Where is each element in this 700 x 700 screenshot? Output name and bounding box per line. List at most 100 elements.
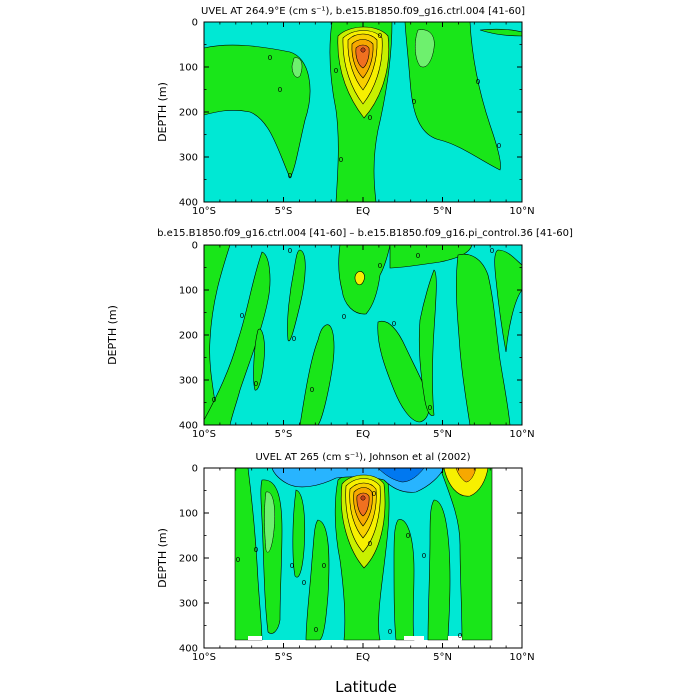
panel-3-green-ne: [427, 499, 451, 641]
figure-xlabel: Latitude: [335, 678, 397, 696]
x-tick-label: 10°S: [192, 652, 216, 663]
panel-2-green-ne: [418, 269, 437, 416]
y-tick-label: 0: [192, 241, 198, 252]
panel-2-ylabel: DEPTH (m): [106, 305, 119, 365]
panel-1: UVEL AT 264.9°E (cm s⁻¹), b.e15.B1850.f0…: [156, 6, 535, 217]
panel-2-contour-label: 0: [392, 320, 396, 328]
y-tick-label: 200: [179, 554, 198, 565]
panel-3-contour-label: 0: [236, 556, 240, 564]
panel-2-yellow-core: [354, 271, 365, 286]
panel-2-green-band-4: [287, 249, 306, 342]
x-tick-label: 10°N: [509, 652, 534, 663]
panel-2-green-band-2: [204, 251, 271, 425]
x-tick-label: 5°S: [275, 652, 293, 663]
panel-3-ylabel: DEPTH (m): [156, 528, 169, 588]
panel-3-contour-label: 0: [458, 632, 462, 640]
y-tick-label: 100: [179, 63, 198, 74]
panel-1-contour-label: 0: [334, 67, 338, 75]
panel-2-green-upper: [389, 245, 473, 269]
panel-2: b.e15.B1850.f09_g16.ctrl.004 [41-60] – b…: [106, 228, 573, 440]
x-tick-label: 5°N: [433, 429, 452, 440]
panel-2-green-east: [455, 254, 511, 425]
panel-2-green-mid-north: [377, 320, 430, 423]
panel-1-contour-label: 0: [339, 156, 343, 164]
panel-3-contour-label: 0: [254, 546, 258, 554]
x-tick-label: 5°N: [433, 652, 452, 663]
panel-2-axes: 10°S 5°S EQ 5°N 10°N 0 100 200 300 400: [179, 241, 535, 441]
panel-3-green-band-3: [292, 489, 306, 578]
x-tick-label: EQ: [356, 206, 370, 217]
panel-2-contour-label: 0: [288, 247, 292, 255]
panel-2-contour-labels: 0 0 0 0 0 0 0 0 0 0 0 0: [212, 247, 494, 412]
panel-3-contour-label: 0: [290, 562, 294, 570]
y-tick-label: 400: [179, 421, 198, 432]
panel-2-contour-label: 0: [292, 335, 296, 343]
y-tick-label: 200: [179, 108, 198, 119]
x-tick-label: EQ: [356, 429, 370, 440]
y-tick-label: 400: [179, 644, 198, 655]
panel-1-contour-label: 0: [497, 142, 501, 150]
panel-3-green-west: [234, 468, 263, 641]
y-tick-label: 0: [192, 18, 198, 29]
panel-3-contour-label: 0: [422, 552, 426, 560]
panel-3-euc-core: [360, 495, 366, 501]
y-tick-label: 200: [179, 331, 198, 342]
panel-3-green-north: [393, 519, 415, 641]
panel-1-light-green-patch-w: [291, 57, 303, 78]
panel-3-westward-surface-inner: [377, 468, 425, 483]
panel-1-contour-label: 0: [278, 86, 282, 94]
panel-1-light-green-patch: [415, 29, 435, 68]
y-tick-label: 300: [179, 153, 198, 164]
panel-2-contour-label: 0: [416, 252, 420, 260]
panel-2-contour-label: 0: [490, 247, 494, 255]
panel-3-bottom-gaps: [248, 636, 462, 640]
panel-2-contour-label: 0: [240, 312, 244, 320]
panel-1-contour-label: 0: [268, 54, 272, 62]
panel-3-field: [234, 468, 493, 641]
panel-2-contour-label: 0: [378, 262, 382, 270]
panel-1-axes: 10°S 5°S EQ 5°N 10°N 0 100 200 300 400: [179, 18, 535, 218]
panel-3-contour-label: 0: [406, 532, 410, 540]
panel-2-contour-label: 0: [342, 313, 346, 321]
panel-3-contour-label: 0: [302, 579, 306, 587]
panel-1-euc-core: [360, 47, 366, 53]
y-tick-label: 100: [179, 286, 198, 297]
panel-2-contour-label: 0: [428, 404, 432, 412]
panel-3-contour-label: 0: [388, 628, 392, 636]
panel-3: UVEL AT 265 (cm s⁻¹), Johnson et al (200…: [156, 452, 535, 663]
panel-3-green-band-4: [305, 519, 330, 641]
panel-3-light-green-band: [264, 491, 275, 553]
panel-1-contour-label: 0: [412, 98, 416, 106]
x-tick-label: 10°N: [509, 206, 534, 217]
x-tick-label: EQ: [356, 652, 370, 663]
panel-1-field: [204, 22, 522, 202]
x-tick-label: 5°S: [275, 429, 293, 440]
panel-3-east-surface-jet-inner: [455, 468, 477, 483]
x-tick-label: 5°N: [433, 206, 452, 217]
x-tick-label: 5°S: [275, 206, 293, 217]
panel-3-contour-label: 0: [314, 626, 318, 634]
panel-3-title: UVEL AT 265 (cm s⁻¹), Johnson et al (200…: [255, 452, 470, 463]
panel-1-euc-contour-5: [355, 44, 370, 69]
panel-1-contour-label: 0: [476, 78, 480, 86]
panel-1-green-region-west: [204, 44, 311, 179]
panel-3-contour-label: 0: [372, 490, 376, 498]
panel-2-green-east-2: [494, 249, 522, 353]
panel-3-axes: 10°S 5°S EQ 5°N 10°N 0 100 200 300 400: [179, 464, 535, 664]
panel-1-contour-label: 0: [378, 32, 382, 40]
panel-1-contour-labels: 0 0 0 0 0 0 0 0 0 0: [268, 32, 501, 180]
x-tick-label: 10°N: [509, 429, 534, 440]
panel-1-ylabel: DEPTH (m): [156, 82, 169, 142]
x-tick-label: 10°S: [192, 429, 216, 440]
panel-2-contour-label: 0: [310, 386, 314, 394]
y-tick-label: 0: [192, 464, 198, 475]
panel-2-contour-label: 0: [254, 380, 258, 388]
panel-2-green-band-3: [253, 328, 265, 391]
y-tick-label: 300: [179, 599, 198, 610]
panel-3-contour-labels: 0 0 0 0 0 0 0 0 0 0 0 0: [236, 490, 462, 640]
panel-1-green-region-ne: [479, 28, 522, 37]
panel-1-contour-label: 0: [288, 172, 292, 180]
y-tick-label: 100: [179, 509, 198, 520]
panel-3-euc-contour-5: [356, 492, 370, 517]
